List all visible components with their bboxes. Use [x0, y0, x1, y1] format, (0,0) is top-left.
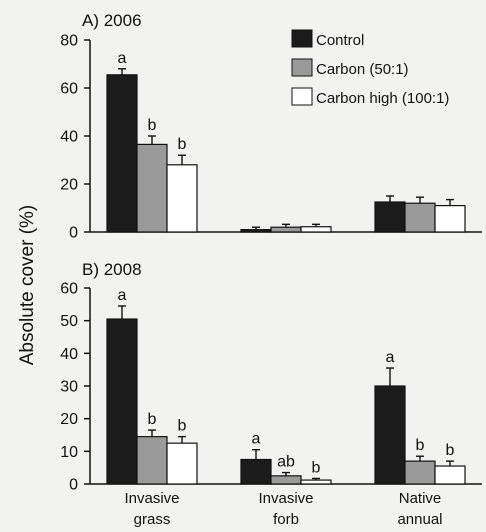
panel-b-significance-label: a: [386, 349, 395, 366]
panel-a-bar: [300, 226, 332, 233]
panel-a-bar: [374, 201, 406, 233]
panel-b-significance-label: a: [118, 287, 127, 304]
panel-b-y-tick-label: 30: [60, 379, 78, 396]
panel-b-bar: [300, 479, 332, 485]
panel-b-y-tick-label: 20: [60, 411, 78, 428]
panel-a-bar: [434, 205, 466, 233]
panel-a-y-tick-label: 0: [69, 225, 78, 242]
panel-a-bar: [136, 143, 168, 233]
panel-a-significance-label: b: [148, 117, 157, 134]
y-axis-title: Absolute cover (%): [17, 205, 38, 366]
panel-a-y-tick-label: 60: [60, 81, 78, 98]
panel-b-y-tick-label: 40: [60, 346, 78, 363]
panel-b-significance-label: b: [416, 437, 425, 454]
panel-b-significance-label: b: [312, 459, 321, 476]
panel-a-bar: [404, 202, 436, 233]
legend-label-control: Control: [316, 32, 364, 49]
panel-b-significance-label: b: [178, 418, 187, 435]
panel-b-bar: [106, 318, 138, 485]
panel-a-marks: 0 20 40 60 80 a b b: [60, 33, 466, 242]
panel-b-bar: [136, 436, 168, 485]
panel-b-significance-label: a: [252, 431, 261, 448]
panel-b-title: B) 2008: [82, 260, 142, 279]
panel-b-significance-label: b: [446, 442, 455, 459]
panel-a-bar: [270, 226, 302, 233]
category-label-line: Invasive: [124, 490, 179, 507]
category-label-invasive-grass-2: grass: [134, 511, 171, 528]
panel-b-significance-label: ab: [277, 454, 295, 471]
legend-swatch-control: [291, 29, 313, 48]
panel-a-title: A) 2006: [82, 11, 142, 30]
panel-b-significance-label: b: [148, 411, 157, 428]
panel-a-significance-label: b: [178, 136, 187, 153]
panel-a-bar: [106, 74, 138, 233]
panel-b-bar: [166, 442, 198, 485]
legend-label-carbon-high: Carbon high (100:1): [316, 90, 449, 107]
panel-b-bar: [374, 385, 406, 485]
panel-a-y-tick-label: 20: [60, 177, 78, 194]
panel-b-bar: [240, 458, 272, 485]
legend-label-carbon: Carbon (50:1): [316, 61, 409, 78]
category-labels: Invasive grass Invasive forb Native annu…: [124, 490, 442, 528]
panel-a-bar: [240, 229, 272, 233]
legend-swatch-carbon: [291, 58, 313, 77]
category-label-invasive-grass: Invasive: [124, 490, 179, 507]
panel-b-y-tick-label: 10: [60, 444, 78, 461]
panel-b-y-tick-label: 50: [60, 313, 78, 330]
category-label-native-annual-2: annual: [397, 511, 442, 528]
panel-b-y-tick-label: 0: [69, 477, 78, 494]
category-label-invasive-forb-2: forb: [273, 511, 299, 528]
panel-a-significance-label: a: [118, 50, 127, 67]
panel-b-bar: [270, 475, 302, 485]
panel-a-y-tick-label: 40: [60, 129, 78, 146]
category-label-native-annual: Native: [399, 490, 442, 507]
category-label-invasive-forb: Invasive: [258, 490, 313, 507]
panel-a-y-tick-label: 80: [60, 33, 78, 50]
legend: Control Carbon (50:1) Carbon high (100:1…: [291, 29, 449, 107]
panel-b-bar: [404, 460, 436, 485]
panel-a-bar: [166, 164, 198, 233]
panel-b-y-tick-label: 60: [60, 281, 78, 298]
panel-b-bar: [434, 465, 466, 485]
legend-swatch-carbon-high: [291, 87, 313, 106]
